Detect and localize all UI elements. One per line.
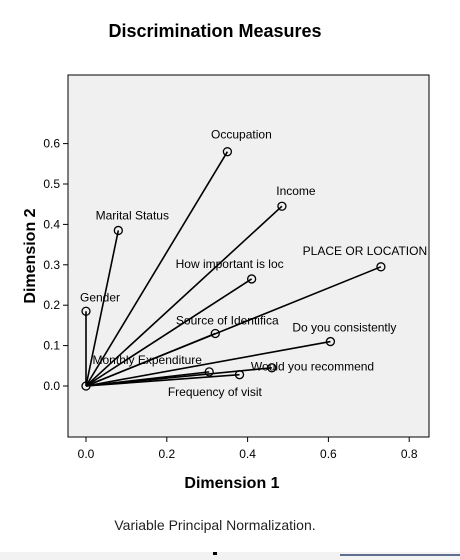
point-marker	[113, 225, 123, 236]
y-tick-label: 0.5	[43, 177, 60, 191]
vector-line	[85, 205, 283, 387]
axes: 0.0 0.2 0.4 0.6 0.8 0.0 0.1 0.2 0.3 0.4 0.5 0.6	[43, 137, 418, 461]
point-marker	[210, 328, 220, 339]
point-marker	[325, 336, 336, 347]
vectors	[81, 147, 386, 391]
vector-line	[85, 367, 272, 387]
point-label: PLACE OR LOCATION	[303, 244, 427, 258]
y-tick-label: 0.4	[43, 217, 60, 231]
point-marker	[277, 201, 287, 211]
vector-line	[85, 332, 216, 387]
point-label: How important is loc	[176, 257, 284, 271]
point-label: Income	[276, 184, 316, 198]
point-label: Frequency of visit	[168, 385, 263, 399]
x-tick-label: 0.8	[401, 447, 418, 461]
bottom-mark	[213, 552, 217, 555]
chart-title: Discrimination Measures	[108, 21, 321, 41]
point-marker	[222, 147, 233, 157]
point-label: Do you consistently	[292, 321, 396, 335]
y-tick-label: 0.1	[43, 339, 60, 353]
point-marker	[376, 262, 386, 272]
x-tick-label: 0.6	[320, 447, 337, 461]
point-label: Monthly Expenditure	[93, 353, 203, 367]
point-marker	[246, 274, 257, 284]
point-marker	[267, 363, 277, 373]
x-tick-label: 0.0	[78, 447, 95, 461]
y-tick-label: 0.2	[43, 298, 60, 312]
point-label: Occupation	[211, 128, 272, 142]
point-label: Would you recommend	[251, 360, 374, 374]
point-label: Marital Status	[96, 208, 169, 222]
y-tick-label: 0.6	[43, 137, 60, 151]
plot-area	[67, 74, 430, 438]
point-marker	[81, 306, 91, 316]
point-label: Source of Identifica	[176, 313, 279, 327]
y-tick-label: 0.3	[43, 258, 60, 272]
vector-line	[85, 151, 229, 387]
bottom-line	[340, 554, 460, 556]
y-axis-title: Dimension 2	[22, 208, 39, 303]
x-axis-title: Dimension 1	[184, 475, 279, 492]
vector-line	[85, 340, 331, 387]
x-tick-label: 0.4	[239, 447, 256, 461]
point-label: Gender	[80, 290, 120, 304]
y-tick-label: 0.0	[43, 379, 60, 393]
vector-line	[85, 278, 253, 387]
x-tick-label: 0.2	[158, 447, 175, 461]
point-marker	[204, 367, 214, 377]
point-labels: Occupation Income Marital Status PLACE OR L…	[80, 128, 427, 399]
bottom-strip	[0, 552, 460, 560]
vector-line	[85, 230, 120, 387]
footnote: Variable Principal Normalization.	[114, 517, 316, 533]
